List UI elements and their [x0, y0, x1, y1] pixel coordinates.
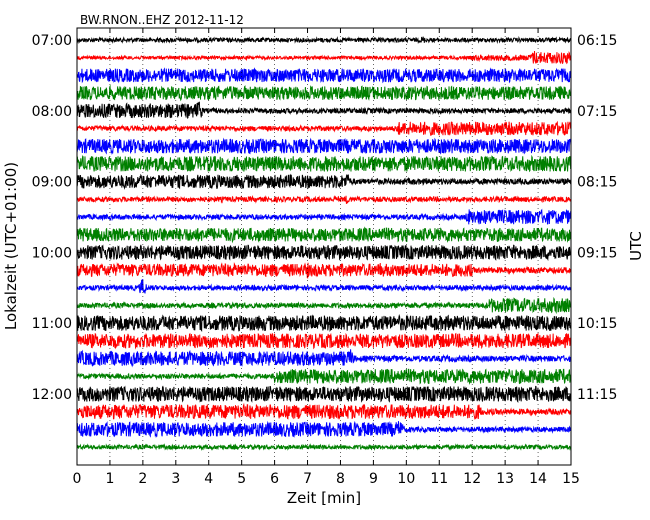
vertical-grid — [109, 28, 539, 465]
trace-16 — [76, 296, 572, 315]
y-left-tick-label-4: 11:00 — [32, 316, 72, 332]
x-tick-label-10: 10 — [397, 471, 415, 487]
x-tick-label-6: 6 — [270, 471, 279, 487]
y-axis-left-label: Lokalzeit (UTC+01:00) — [2, 162, 20, 330]
x-tick-label-13: 13 — [496, 471, 514, 487]
trace-18 — [76, 332, 572, 350]
y-right-tick-label-1: 07:15 — [577, 104, 617, 120]
y-left-tick-label-5: 12:00 — [32, 387, 72, 403]
trace-1 — [76, 35, 572, 45]
trace-12 — [76, 226, 572, 244]
y-right-tick-label-2: 08:15 — [577, 175, 617, 191]
y-left-tick-label-3: 10:00 — [32, 245, 72, 261]
x-tick-label-4: 4 — [204, 471, 213, 487]
trace-10 — [76, 194, 572, 204]
trace-24 — [76, 443, 572, 451]
x-axis-label: Zeit [min] — [287, 489, 361, 507]
x-tick-label-7: 7 — [303, 471, 312, 487]
x-tick-label-8: 8 — [336, 471, 345, 487]
x-tick-label-1: 1 — [105, 471, 114, 487]
trace-9 — [76, 173, 572, 190]
trace-11 — [76, 208, 572, 225]
trace-5 — [76, 101, 572, 119]
x-tick-label-9: 9 — [369, 471, 378, 487]
y-right-tick-label-4: 10:15 — [577, 316, 617, 332]
trace-20 — [76, 368, 572, 385]
y-right-tick-label-3: 09:15 — [577, 245, 617, 261]
y-left-tick-label-0: 07:00 — [32, 33, 72, 49]
x-tick-label-14: 14 — [529, 471, 547, 487]
trace-2 — [76, 50, 572, 65]
trace-8 — [76, 154, 572, 173]
y-axis-right: 06:15 07:15 08:15 09:15 10:15 11:15 — [566, 33, 617, 403]
x-tick-label-15: 15 — [562, 471, 580, 487]
trace-7 — [76, 137, 572, 155]
y-left-tick-label-2: 09:00 — [32, 175, 72, 191]
trace-15 — [76, 279, 572, 294]
x-axis: 0 1 2 3 4 5 6 7 8 9 10 11 12 13 14 15 — [73, 28, 580, 487]
trace-21 — [76, 385, 572, 403]
trace-6 — [76, 120, 572, 137]
plot-frame — [76, 27, 572, 466]
trace-23 — [76, 420, 572, 439]
y-right-tick-label-5: 11:15 — [577, 387, 617, 403]
x-tick-label-3: 3 — [171, 471, 180, 487]
chart-title: BW.RNON..EHZ 2012-11-12 — [80, 13, 244, 27]
x-tick-label-11: 11 — [430, 471, 448, 487]
trace-14 — [76, 262, 572, 279]
x-tick-label-0: 0 — [73, 471, 82, 487]
trace-22 — [76, 402, 572, 420]
trace-13 — [76, 244, 572, 262]
x-tick-label-12: 12 — [463, 471, 481, 487]
trace-3 — [76, 67, 572, 84]
trace-19 — [76, 349, 572, 368]
y-axis-left: 07:00 08:00 09:00 10:00 11:00 12:00 — [32, 33, 82, 403]
y-axis-right-label: UTC — [627, 231, 645, 261]
y-right-tick-label-0: 06:15 — [577, 33, 617, 49]
x-tick-label-2: 2 — [138, 471, 147, 487]
x-tick-label-5: 5 — [237, 471, 246, 487]
seismic-traces — [76, 35, 572, 451]
trace-17 — [76, 314, 572, 333]
trace-4 — [76, 84, 572, 102]
y-left-tick-label-1: 08:00 — [32, 104, 72, 120]
